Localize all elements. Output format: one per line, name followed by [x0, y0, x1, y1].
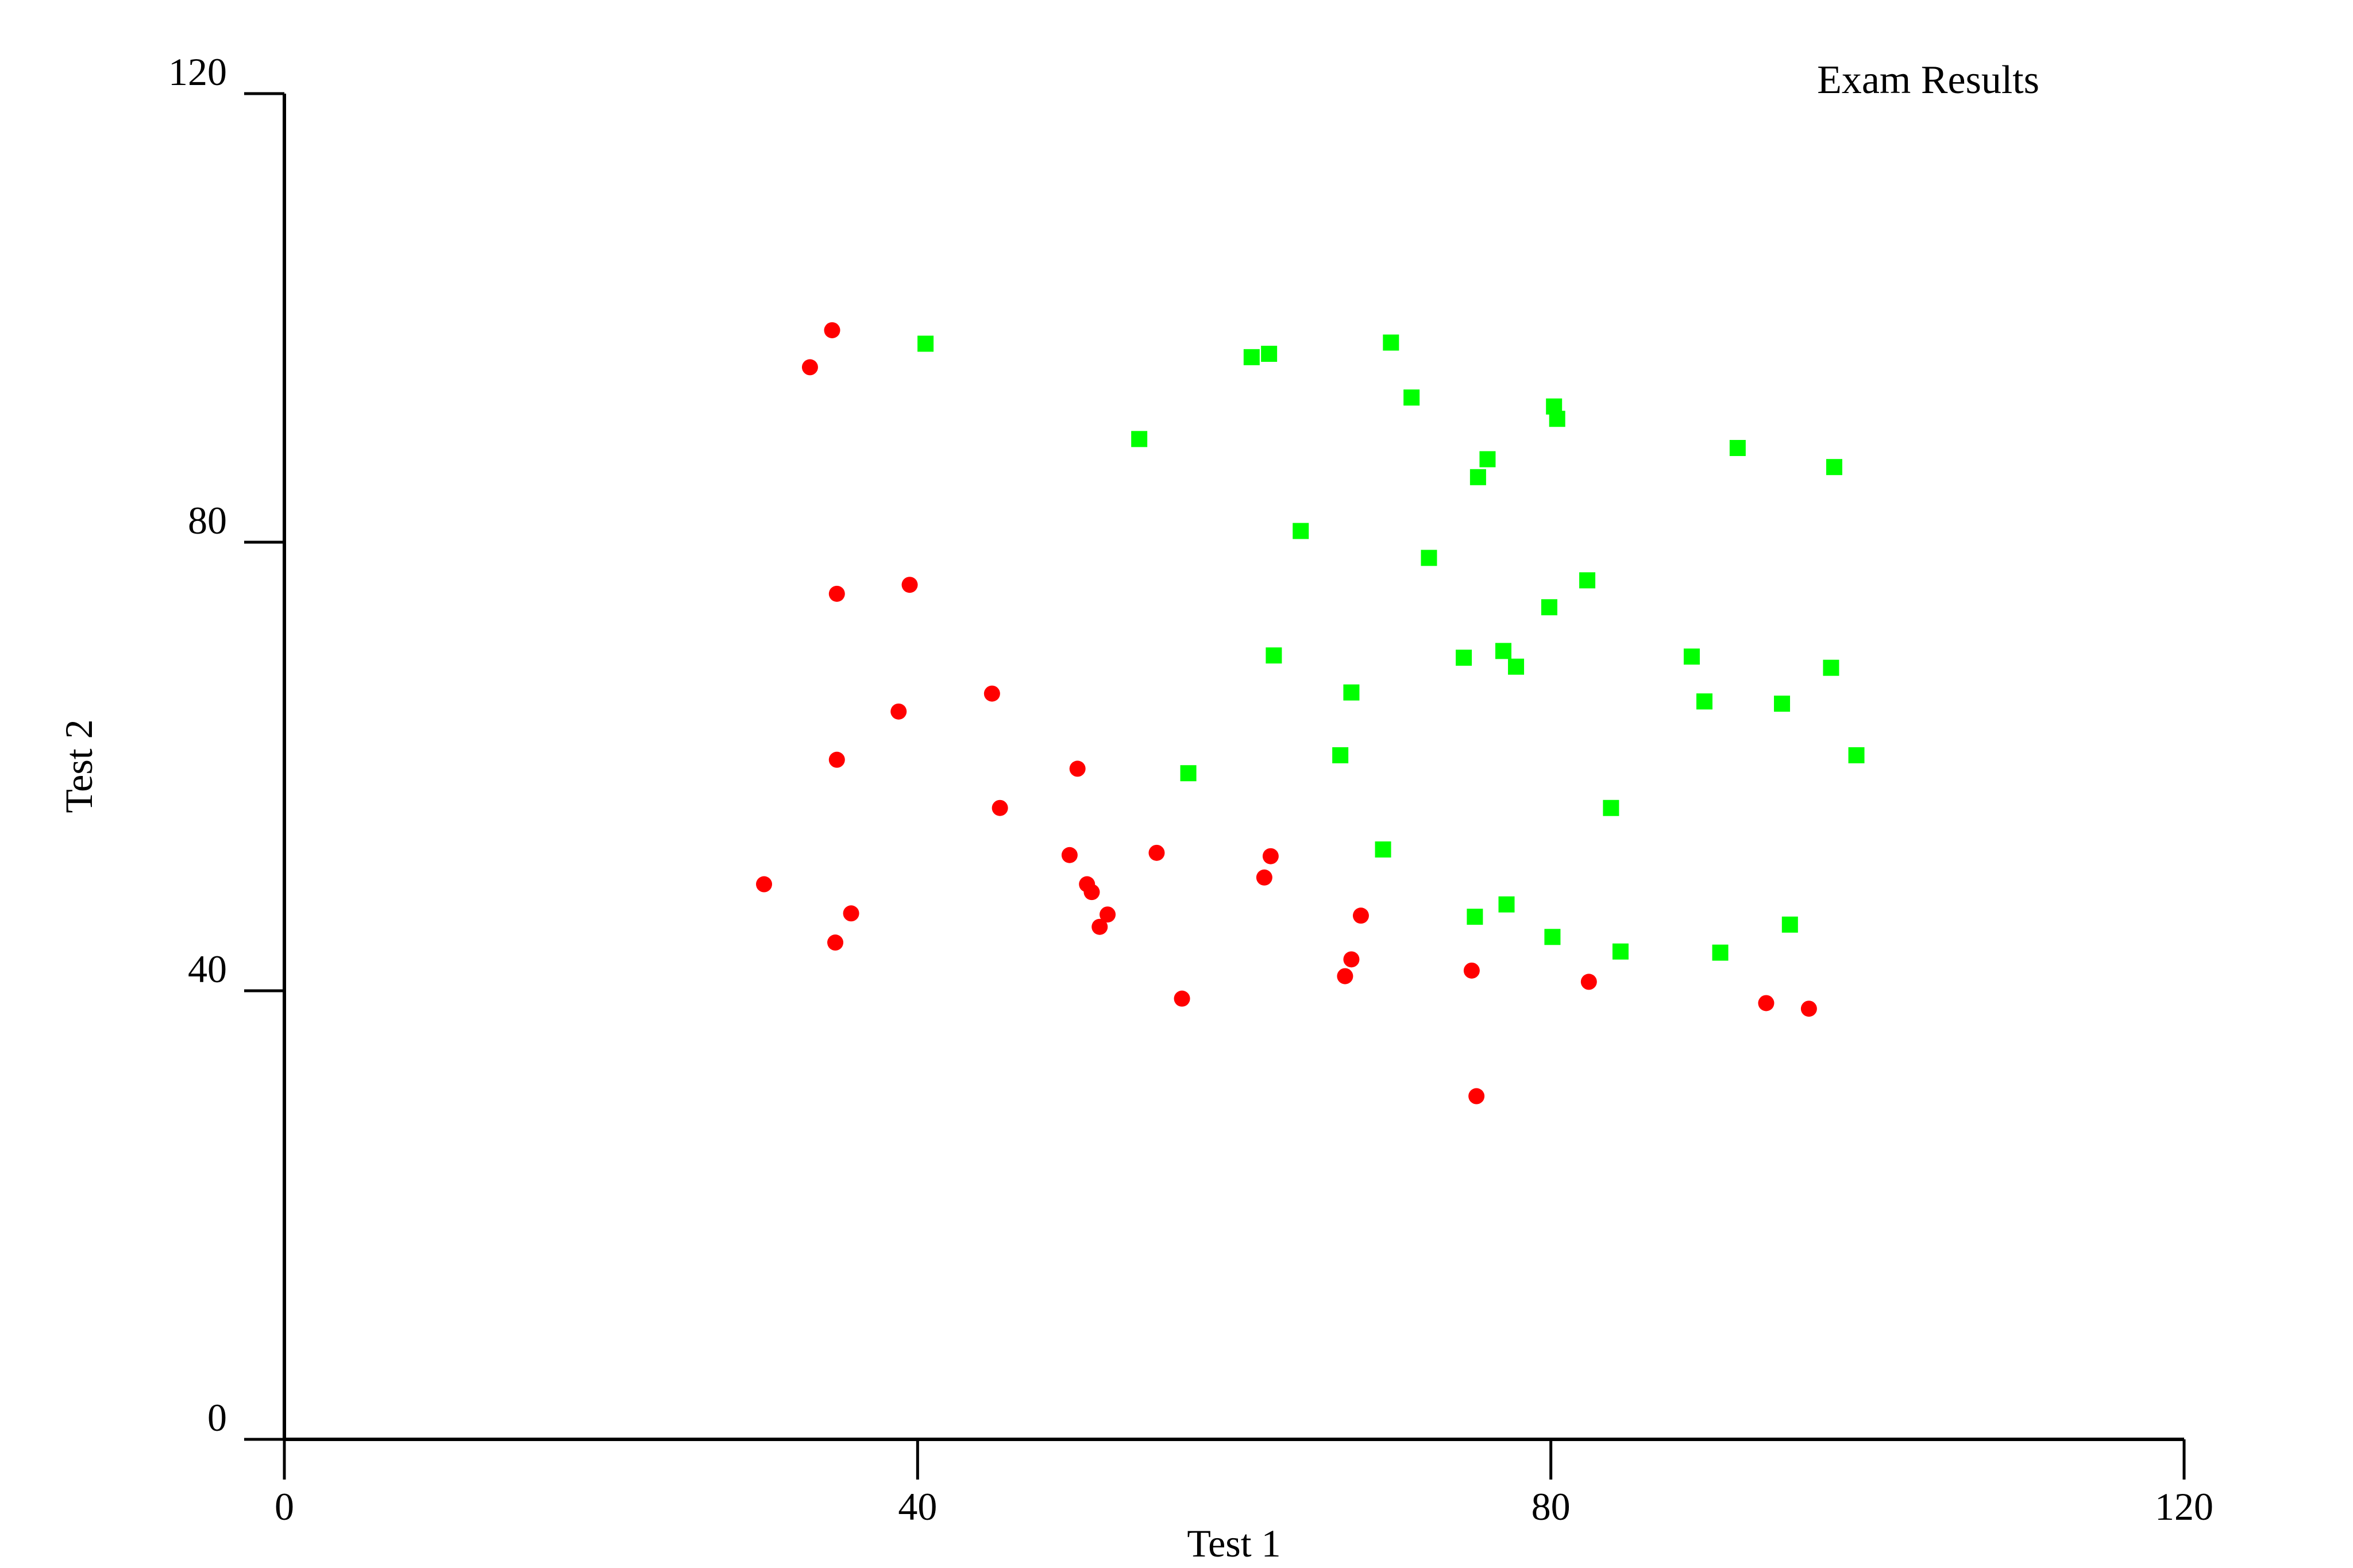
data-point-square	[1343, 684, 1360, 701]
data-point-square	[1729, 439, 1746, 456]
data-point-circle	[1758, 995, 1775, 1011]
data-point-circle	[1800, 1001, 1817, 1017]
data-point-circle	[828, 585, 845, 602]
x-tick-label: 120	[2155, 1485, 2213, 1528]
data-point-circle	[756, 876, 773, 893]
x-tick-label: 0	[275, 1485, 294, 1528]
chart-title: Exam Results	[1817, 58, 2039, 102]
data-point-square	[1293, 523, 1309, 539]
x-tick-label: 80	[1532, 1485, 1571, 1528]
data-point-square	[1421, 550, 1437, 566]
data-point-square	[1479, 451, 1496, 468]
data-point-circle	[828, 751, 845, 768]
y-tick-label: 80	[188, 499, 227, 542]
data-point-square	[1823, 659, 1839, 676]
data-point-circle	[983, 685, 1000, 702]
data-point-square	[1603, 800, 1619, 816]
data-point-square	[1403, 389, 1420, 406]
data-point-circle	[1463, 962, 1480, 979]
y-axis-title: Test 2	[57, 719, 101, 813]
data-point-square	[1696, 693, 1712, 710]
data-point-circle	[824, 322, 840, 338]
data-point-square	[1469, 469, 1486, 485]
data-point-square	[1549, 411, 1565, 427]
data-point-square	[1456, 650, 1472, 666]
data-point-square	[917, 335, 934, 352]
x-tick-label: 40	[898, 1485, 937, 1528]
y-tick-label: 120	[168, 50, 227, 94]
data-point-square	[1781, 916, 1798, 933]
ticks: 0 40 80 120 0 40 80 120	[168, 50, 2213, 1528]
data-point-square	[1383, 334, 1399, 351]
data-point-circle	[1580, 974, 1597, 990]
data-point-circle	[1337, 968, 1353, 984]
data-point-circle	[1352, 907, 1369, 924]
y-tick-label: 40	[188, 947, 227, 991]
data-point-circle	[1083, 884, 1100, 901]
data-point-circle	[1256, 869, 1272, 886]
data-point-circle	[1069, 760, 1086, 777]
data-point-square	[1498, 896, 1515, 913]
data-point-square	[1266, 647, 1282, 664]
data-point-square	[1467, 909, 1483, 925]
data-point-square	[1774, 696, 1791, 712]
data-point-square	[1712, 944, 1729, 961]
data-points	[756, 322, 1865, 1104]
data-point-circle	[1174, 990, 1190, 1007]
data-point-square	[1541, 599, 1557, 616]
data-point-square	[1261, 345, 1278, 362]
data-point-square	[1508, 658, 1525, 675]
data-point-square	[1131, 431, 1148, 447]
data-point-circle	[801, 359, 818, 376]
data-point-square	[1180, 765, 1197, 782]
x-axis-title: Test 1	[1187, 1521, 1280, 1565]
data-point-square	[1375, 841, 1391, 858]
data-point-circle	[827, 934, 844, 951]
data-point-circle	[1262, 848, 1279, 864]
axes	[283, 94, 2184, 1441]
data-point-square	[1495, 643, 1511, 659]
data-point-circle	[1091, 918, 1108, 935]
data-point-circle	[1343, 951, 1360, 968]
data-point-circle	[1468, 1088, 1485, 1104]
data-point-circle	[901, 577, 918, 593]
data-point-square	[1612, 943, 1629, 960]
data-point-square	[1332, 747, 1349, 763]
data-point-square	[1579, 572, 1596, 589]
data-point-square	[1544, 929, 1561, 945]
data-point-circle	[1148, 844, 1165, 861]
data-point-circle	[1061, 847, 1078, 863]
data-point-square	[1243, 349, 1260, 365]
data-point-circle	[1100, 906, 1116, 923]
y-tick-label: 0	[207, 1396, 227, 1439]
data-point-square	[1848, 747, 1865, 763]
data-point-square	[1683, 648, 1700, 665]
data-point-circle	[992, 800, 1008, 816]
data-point-square	[1826, 459, 1842, 476]
data-point-circle	[890, 703, 907, 720]
data-point-circle	[843, 905, 859, 922]
